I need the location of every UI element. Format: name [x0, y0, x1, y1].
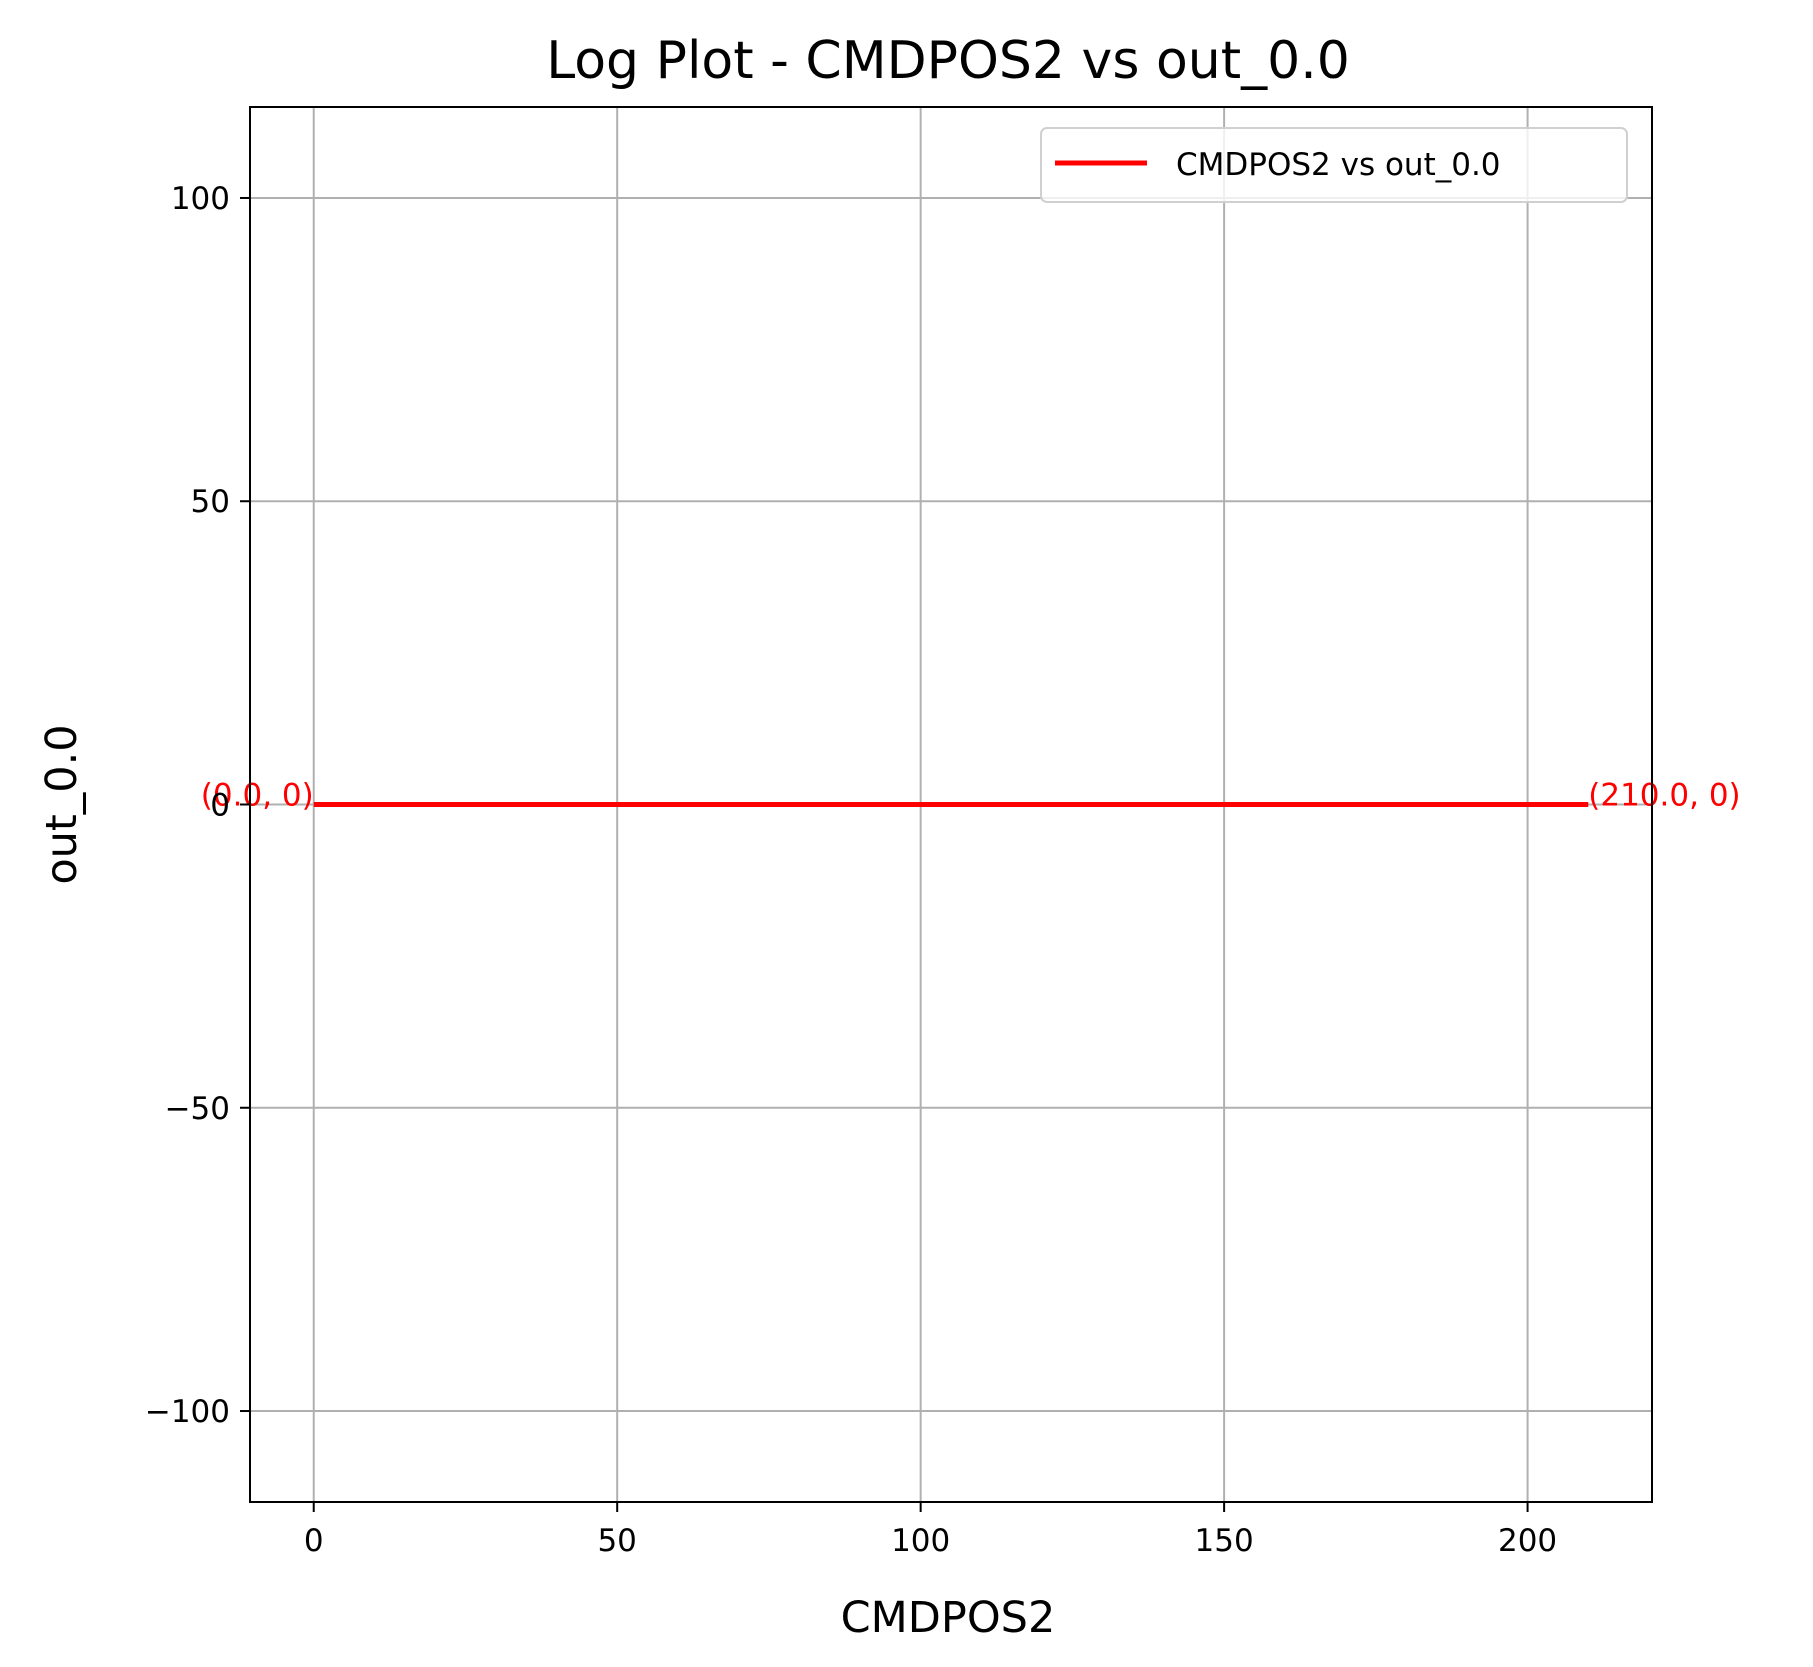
legend: CMDPOS2 vs out_0.0 [1040, 127, 1628, 203]
chart-title: Log Plot - CMDPOS2 vs out_0.0 [546, 31, 1350, 91]
y-tick-label: −100 [145, 1394, 230, 1430]
legend-box [1040, 127, 1628, 203]
y-tick-label: −50 [165, 1091, 230, 1127]
y-tick-label: 0 [210, 788, 230, 824]
x-tick-label: 0 [304, 1523, 324, 1559]
point-annotation: (0.0, 0) [201, 778, 314, 814]
y-tick-label: 50 [191, 484, 230, 520]
y-tick-label: 100 [171, 181, 230, 217]
point-annotation: (210.0, 0) [1588, 778, 1740, 814]
legend-entry: CMDPOS2 vs out_0.0 [1176, 147, 1501, 183]
x-tick-label: 50 [597, 1523, 636, 1559]
x-tick-label: 150 [1195, 1523, 1254, 1559]
x-tick-label: 100 [891, 1523, 950, 1559]
x-axis-ticks: 0 50 100 150 200 [304, 1502, 1557, 1559]
x-axis-label: CMDPOS2 [841, 1593, 1056, 1643]
y-axis-ticks: −100 −50 0 50 100 [145, 181, 250, 1430]
y-axis-label: out_0.0 [37, 724, 87, 884]
x-tick-label: 200 [1498, 1523, 1557, 1559]
annotation-layer: (0.0, 0) (210.0, 0) [201, 778, 1741, 814]
